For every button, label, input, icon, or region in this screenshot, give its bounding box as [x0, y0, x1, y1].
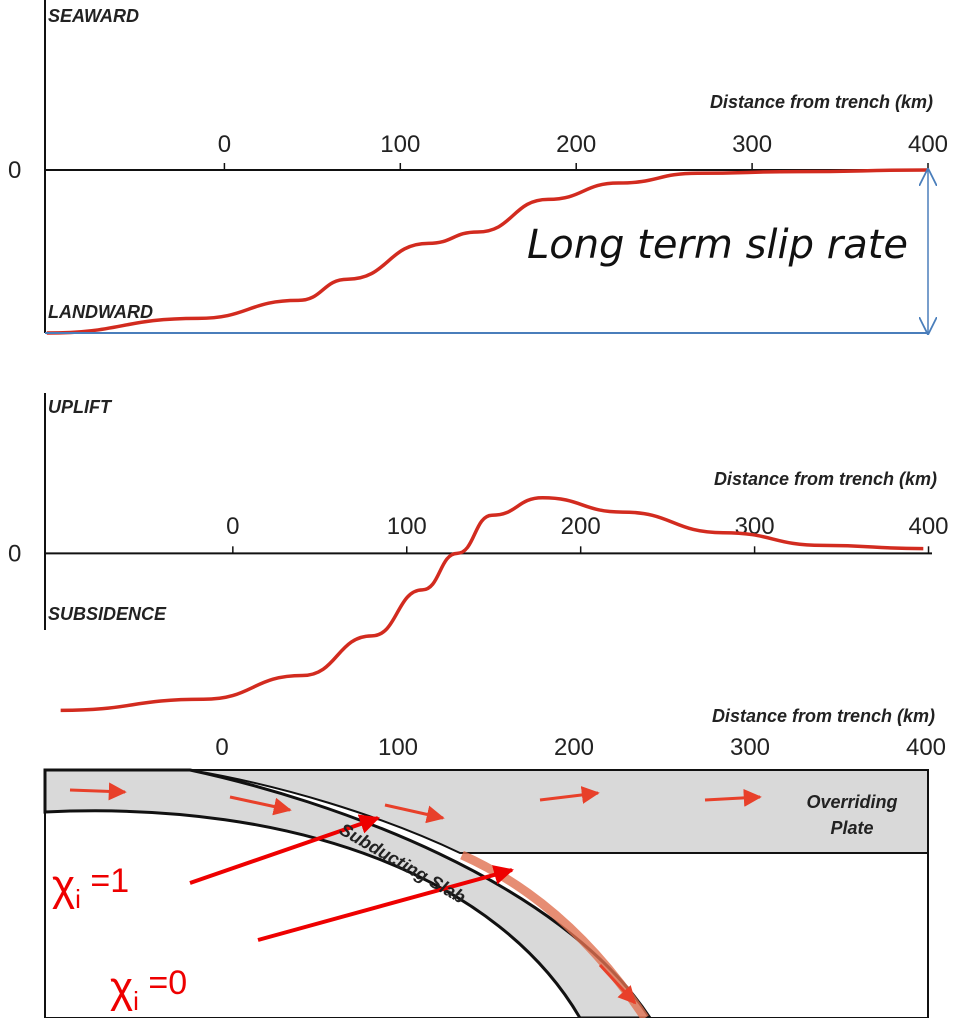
- plate-label-line: Plate: [830, 818, 873, 838]
- data-line: [46, 168, 929, 335]
- x-tick-label: 100: [387, 513, 427, 540]
- chi-text: =0: [139, 964, 187, 1002]
- data-line: [60, 496, 924, 713]
- plate-label-line: Overriding: [806, 792, 897, 812]
- x-tick-label: 200: [554, 734, 594, 761]
- x-axis-title: Distance from trench (km): [714, 469, 937, 489]
- y-bottom-label: SUBSIDENCE: [48, 604, 167, 624]
- y-top-label: UPLIFT: [48, 397, 113, 417]
- x-tick-label: 0: [218, 131, 231, 158]
- chi-symbol: χ: [110, 963, 133, 1012]
- plate-label: Overriding Plate: [806, 792, 897, 838]
- chi-label: χi =0: [110, 963, 187, 1016]
- chi-arrows: [189, 814, 514, 942]
- x-axis-title: Distance from trench (km): [710, 92, 933, 112]
- x-tick-label: 100: [378, 734, 418, 761]
- x-tick-label: 400: [908, 513, 948, 540]
- chi-symbol: χ: [52, 861, 75, 910]
- x-tick-label: 400: [908, 131, 948, 158]
- chi-subscript: i: [133, 986, 139, 1016]
- x-tick-label: 300: [730, 734, 770, 761]
- annotation: Long term slip rate: [527, 222, 908, 268]
- y-top-label: SEAWARD: [48, 6, 139, 26]
- x-tick-label: 0: [226, 513, 239, 540]
- motion-arrows: [69, 782, 762, 1005]
- chi-label: χi =1: [52, 861, 129, 914]
- x-tick-label: 0: [215, 734, 228, 761]
- y-bottom-label: LANDWARD: [48, 302, 153, 322]
- y-tick-label: 0: [8, 157, 21, 184]
- y-tick-label: 0: [8, 540, 21, 567]
- chi-subscript: i: [75, 884, 81, 914]
- x-tick-label: 400: [906, 734, 946, 761]
- schematic: Overriding Plate Subducting Slab χi =1 χi…: [43, 706, 935, 1018]
- x-axis-title: Distance from trench (km): [712, 706, 935, 726]
- x-tick-label: 100: [380, 131, 420, 158]
- x-tick-label: 200: [561, 513, 601, 540]
- x-tick-label: 200: [556, 131, 596, 158]
- x-tick-label: 300: [732, 131, 772, 158]
- chi-text: =1: [81, 862, 129, 900]
